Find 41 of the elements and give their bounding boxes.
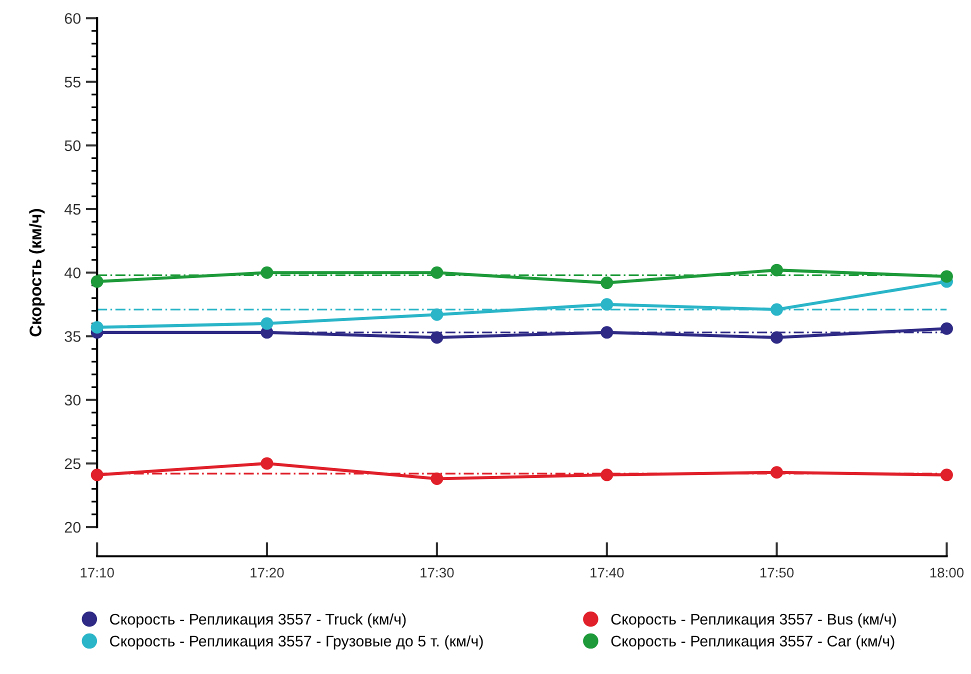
point — [90, 275, 104, 288]
y-tick-label: 30 — [64, 394, 81, 406]
y-tick-label: 25 — [64, 458, 80, 470]
x-tick-label: 17:20 — [250, 568, 284, 578]
x-tick-label: 18:00 — [930, 568, 964, 578]
point — [600, 298, 614, 311]
point — [770, 466, 784, 479]
point — [940, 322, 953, 335]
y-tick-label: 20 — [64, 522, 81, 533]
y-tick-label: 40 — [64, 268, 81, 278]
legend-label: Скорость - Репликация 3557 - Car (км/ч) — [611, 635, 894, 650]
y-axis-title: Скорость (км/ч) — [29, 209, 45, 336]
y-tick-label: 55 — [64, 76, 80, 88]
point — [430, 331, 444, 344]
legend-label: Скорость - Репликация 3557 - Bus (км/ч) — [611, 613, 896, 628]
x-tick-label: 17:50 — [760, 568, 794, 578]
point — [260, 317, 274, 330]
x-tick-label: 17:30 — [420, 568, 454, 578]
point — [770, 331, 784, 344]
point — [260, 457, 274, 470]
legend-label: Скорость - Репликация 3557 - Грузовые до 5 т. (км/ч) — [110, 635, 483, 650]
point — [600, 468, 614, 482]
y-tick-label: 35 — [64, 331, 80, 342]
x-tick-label: 17:40 — [590, 568, 624, 578]
y-tick-label: 60 — [64, 13, 81, 24]
point — [260, 266, 274, 279]
point — [430, 308, 444, 321]
point — [940, 468, 953, 482]
point — [600, 276, 614, 290]
point — [90, 321, 104, 334]
point — [940, 270, 953, 283]
point — [770, 264, 784, 276]
point — [430, 472, 444, 485]
point — [90, 468, 104, 482]
x-tick-label: 17:10 — [80, 568, 114, 578]
y-tick-label: 45 — [64, 204, 80, 215]
legend-label: Скорость - Репликация 3557 - Truck (км/ч) — [110, 613, 406, 628]
y-tick-label: 50 — [64, 140, 81, 152]
point — [430, 266, 444, 279]
point — [770, 303, 784, 316]
point — [600, 326, 614, 339]
